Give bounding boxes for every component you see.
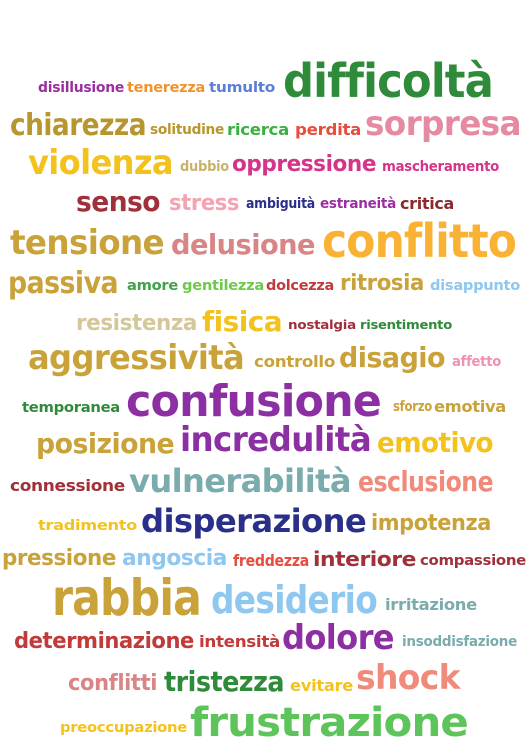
cloud-word: oppressione: [232, 151, 377, 177]
cloud-word: confusione: [126, 375, 382, 427]
cloud-word: angoscia: [122, 545, 227, 571]
cloud-word: freddezza: [233, 550, 310, 570]
cloud-word: evitare: [290, 675, 354, 695]
cloud-word: disillusione: [38, 80, 125, 97]
cloud-word: ambiguità: [246, 196, 315, 213]
cloud-word: estraneità: [320, 196, 396, 213]
cloud-word: esclusione: [358, 465, 494, 499]
cloud-word: aggressività: [28, 338, 245, 379]
cloud-word: interiore: [313, 547, 417, 572]
cloud-word: perdita: [295, 119, 362, 139]
cloud-word: chiarezza: [10, 107, 147, 143]
cloud-word: disagio: [339, 341, 446, 375]
cloud-word: nostalgia: [288, 317, 356, 332]
cloud-word: incredulità: [180, 420, 372, 461]
cloud-word: vulnerabilità: [129, 462, 352, 501]
cloud-word: ricerca: [227, 119, 289, 139]
cloud-word: posizione: [36, 427, 175, 461]
cloud-word: determinazione: [14, 628, 194, 654]
cloud-word: dolore: [282, 618, 395, 659]
cloud-word: tristezza: [164, 665, 284, 699]
cloud-word: mascheramento: [382, 159, 500, 176]
cloud-word: intensità: [199, 631, 280, 651]
cloud-word: affetto: [452, 354, 501, 371]
cloud-word: tenerezza: [127, 80, 205, 97]
cloud-word: disperazione: [141, 502, 367, 541]
cloud-word: conflitto: [322, 214, 517, 269]
cloud-word: tensione: [10, 223, 165, 264]
cloud-word: compassione: [420, 553, 527, 570]
cloud-word: passiva: [8, 265, 119, 301]
cloud-word: rabbia: [52, 569, 202, 627]
cloud-word: temporanea: [22, 400, 120, 417]
cloud-word: fisica: [202, 305, 283, 339]
cloud-word: ritrosia: [340, 270, 424, 296]
cloud-word: conflitti: [68, 670, 157, 696]
cloud-word: solitudine: [150, 122, 225, 139]
cloud-word: delusione: [171, 228, 316, 262]
cloud-word: risentimento: [360, 317, 452, 332]
cloud-word: tumulto: [209, 80, 275, 97]
cloud-word: controllo: [254, 351, 335, 371]
cloud-word: resistenza: [76, 310, 198, 336]
cloud-word: difficoltà: [283, 54, 494, 109]
cloud-word: desiderio: [211, 578, 378, 623]
cloud-word: dubbio: [180, 159, 229, 176]
cloud-word: violenza: [28, 143, 174, 184]
cloud-word: pressione: [2, 545, 116, 571]
cloud-word: irritazione: [385, 594, 477, 614]
cloud-word: emotiva: [434, 396, 506, 416]
cloud-word: shock: [356, 658, 461, 699]
cloud-word: insoddisfazione: [402, 634, 517, 651]
cloud-word: stress: [169, 190, 240, 216]
cloud-word: sforzo: [393, 399, 433, 416]
cloud-word: sorpresa: [365, 104, 522, 145]
cloud-word: impotenza: [371, 510, 491, 536]
cloud-word: amore: [127, 278, 178, 295]
cloud-word: senso: [76, 185, 161, 219]
cloud-word: dolcezza: [266, 278, 334, 295]
cloud-word: connessione: [10, 475, 125, 495]
cloud-word: gentilezza: [182, 278, 264, 295]
cloud-word: preoccupazione: [60, 720, 188, 737]
cloud-word: emotivo: [377, 426, 494, 460]
cloud-word: tradimento: [38, 518, 138, 535]
cloud-word: disappunto: [430, 278, 520, 295]
cloud-word: critica: [400, 193, 454, 213]
cloud-word: frustrazione: [190, 699, 469, 746]
